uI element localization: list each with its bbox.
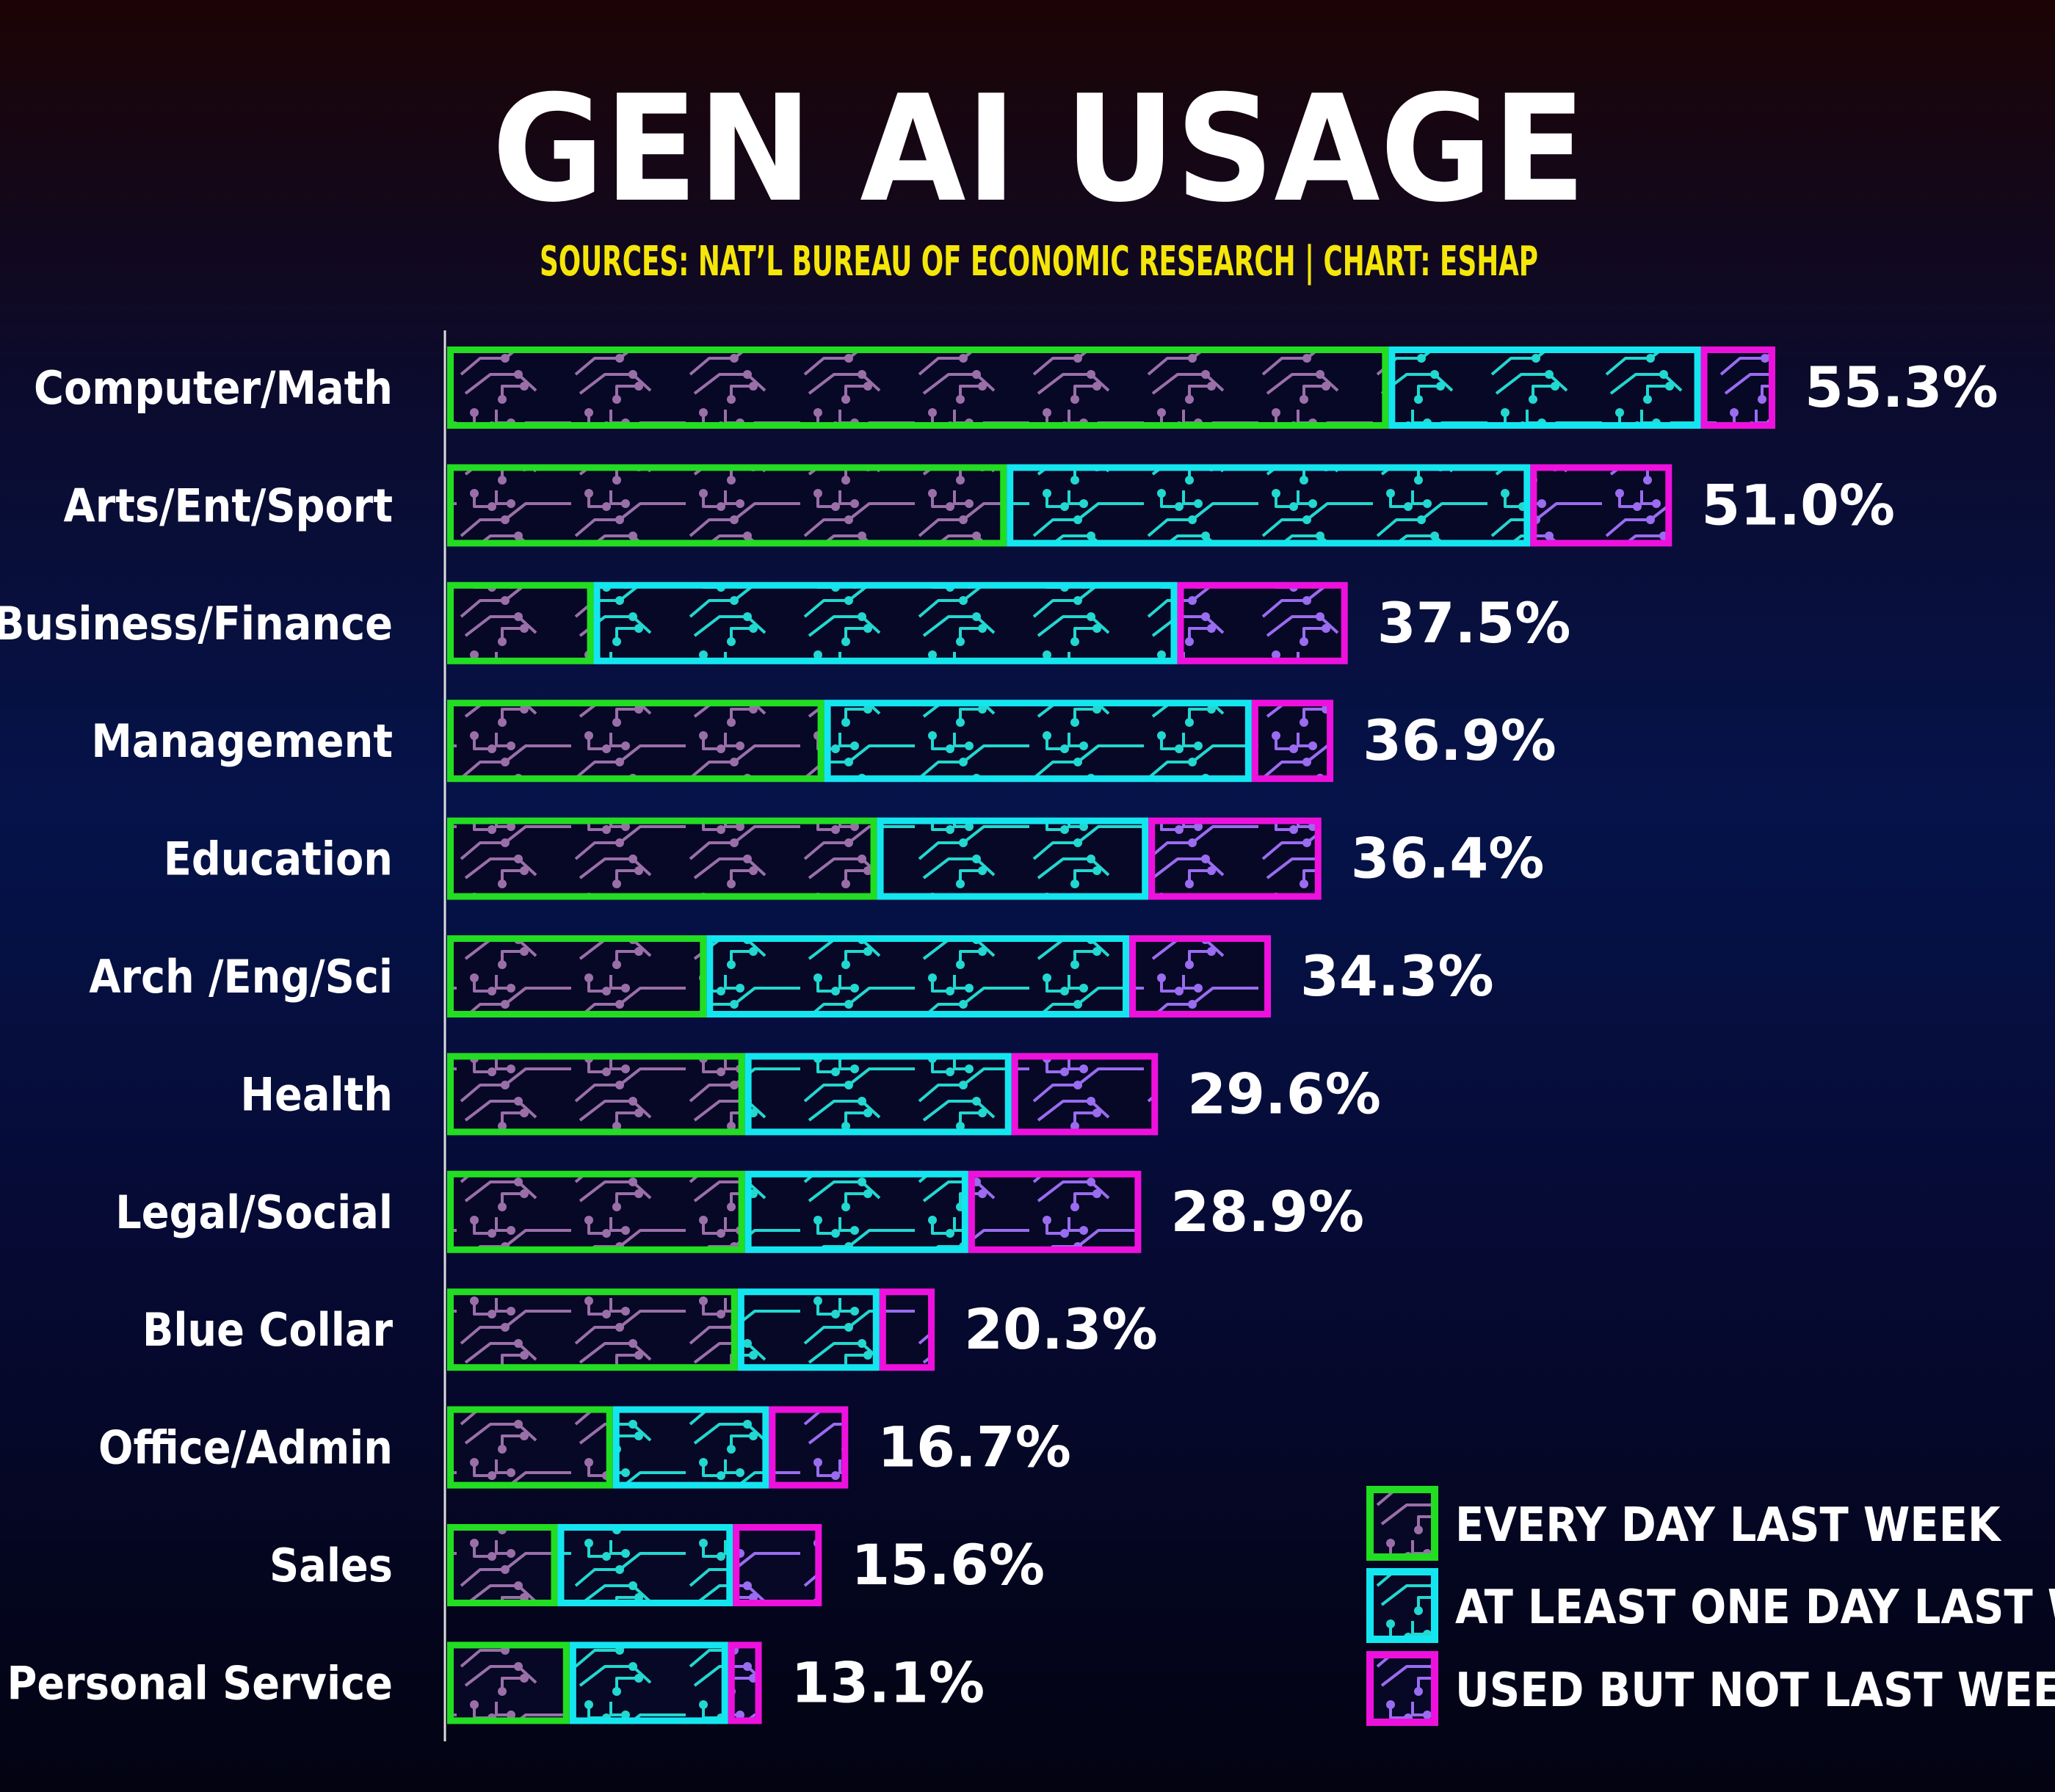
category-label: Personal Service xyxy=(7,1656,393,1710)
category-label: Management xyxy=(91,714,393,768)
value-label: 20.3% xyxy=(964,1296,1158,1362)
bar-segment xyxy=(447,1524,558,1606)
category-label: Health xyxy=(240,1067,393,1121)
value-label: 34.3% xyxy=(1300,943,1494,1009)
bar-segment xyxy=(569,1642,728,1724)
bar-segment xyxy=(737,1288,880,1371)
value-label: 15.6% xyxy=(851,1532,1045,1597)
bar-segment xyxy=(733,1524,822,1606)
legend: EVERY DAY LAST WEEK AT LEAST ONE DAY LAST… xyxy=(1366,1486,2055,1726)
bar-segment xyxy=(447,1053,745,1136)
bar-segment xyxy=(1251,700,1334,783)
chart-title: GEN AI USAGE xyxy=(492,64,1586,235)
bar-segment xyxy=(447,1642,570,1724)
bar-segment xyxy=(612,1406,769,1489)
bar-segment xyxy=(1007,464,1531,547)
value-label: 16.7% xyxy=(877,1415,1071,1480)
value-label: 28.9% xyxy=(1170,1179,1364,1244)
bar-segment xyxy=(447,700,824,783)
category-label: Education xyxy=(164,832,393,886)
value-label: 36.9% xyxy=(1363,708,1556,773)
legend-swatch xyxy=(1366,1568,1438,1643)
bar-segment xyxy=(557,1524,733,1606)
legend-label: EVERY DAY LAST WEEK xyxy=(1455,1498,2002,1553)
bar-segment xyxy=(968,1170,1142,1253)
bar-segment xyxy=(1129,935,1272,1017)
bar-segment xyxy=(824,700,1252,783)
legend-label: USED BUT NOT LAST WEEK xyxy=(1455,1664,2055,1718)
bar-segment xyxy=(447,1170,745,1253)
bar-segment xyxy=(744,1170,968,1253)
legend-label: AT LEAST ONE DAY LAST WEEK xyxy=(1455,1581,2055,1635)
value-label: 37.5% xyxy=(1377,590,1571,656)
value-label: 13.1% xyxy=(791,1650,985,1715)
bar-segment xyxy=(447,935,707,1017)
bar-segment xyxy=(769,1406,849,1489)
category-label: Sales xyxy=(269,1539,393,1592)
bar-segment xyxy=(447,1288,738,1371)
value-label: 51.0% xyxy=(1701,472,1895,537)
labels-layer: Computer/Math 55.3% Arts/Ent/Sport 51.0% Bus… xyxy=(0,355,1998,1715)
category-label: Blue Collar xyxy=(142,1303,394,1357)
bar-segment xyxy=(744,1053,1012,1136)
bar-segment xyxy=(1700,347,1775,429)
bar-segment xyxy=(728,1642,762,1724)
bar-segment xyxy=(877,817,1149,900)
category-label: Computer/Math xyxy=(34,361,393,415)
value-label: 55.3% xyxy=(1805,355,1998,420)
bars-layer xyxy=(447,347,1775,1724)
bar-segment xyxy=(1011,1053,1159,1136)
bar-segment xyxy=(447,1406,613,1489)
bar-segment xyxy=(1177,581,1348,664)
bar-segment xyxy=(1388,347,1701,429)
value-label: 36.4% xyxy=(1351,826,1545,891)
bar-segment xyxy=(447,817,877,900)
bar-segment xyxy=(706,935,1130,1017)
legend-swatch xyxy=(1366,1651,1438,1726)
chart-subtitle: SOURCES: NAT’L BUREAU OF ECONOMIC RESEAR… xyxy=(540,238,1538,286)
bar-segment xyxy=(447,464,1007,547)
bar-segment xyxy=(1530,464,1672,547)
category-label: Arts/Ent/Sport xyxy=(64,479,393,532)
category-label: Legal/Social xyxy=(115,1186,393,1239)
bar-segment xyxy=(447,347,1389,429)
bar-segment xyxy=(447,581,594,664)
legend-swatch xyxy=(1366,1486,1438,1561)
bar-segment xyxy=(879,1288,935,1371)
category-label: Business/Finance xyxy=(0,597,393,650)
bar-segment xyxy=(1148,817,1322,900)
category-label: Arch /Eng/Sci xyxy=(89,950,393,1004)
bar-segment xyxy=(593,581,1178,664)
value-label: 29.6% xyxy=(1187,1061,1381,1126)
category-label: Office/Admin xyxy=(98,1421,393,1475)
